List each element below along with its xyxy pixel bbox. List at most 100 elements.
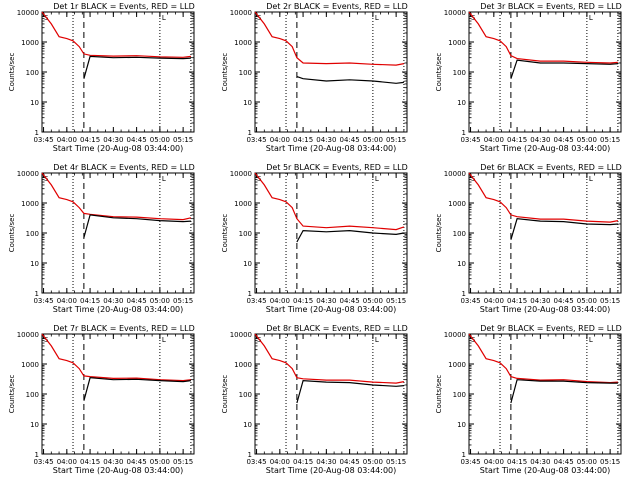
y-axis-label: Counts/sec xyxy=(8,53,16,92)
x-tick-label: 03:45 xyxy=(246,297,266,305)
axes-frame xyxy=(41,333,195,455)
x-tick-label: 04:15 xyxy=(80,297,100,305)
y-tick-label: 10000 xyxy=(17,331,39,339)
axes-frame xyxy=(468,172,622,294)
events-series-line xyxy=(296,229,405,243)
end-marker-glyph: L xyxy=(375,336,379,344)
x-tick-label: 05:15 xyxy=(173,136,193,144)
x-tick-label: 05:15 xyxy=(386,297,406,305)
x-tick-label: 04:00 xyxy=(57,297,77,305)
y-tick-label: 100 xyxy=(453,230,466,238)
end-marker-glyph: L xyxy=(375,175,379,183)
x-tick-label: 04:15 xyxy=(80,458,100,466)
x-tick-label: 03:45 xyxy=(460,136,480,144)
x-tick-label: 04:15 xyxy=(293,458,313,466)
end-marker-glyph: L xyxy=(589,336,593,344)
x-tick-label: 05:00 xyxy=(577,458,597,466)
end-marker-glyph: L xyxy=(589,14,593,22)
x-tick-label: 04:15 xyxy=(507,136,527,144)
x-tick-label: 04:45 xyxy=(127,458,147,466)
x-tick-label: 04:30 xyxy=(103,458,123,466)
x-tick-label: 05:00 xyxy=(150,297,170,305)
x-tick-label: 04:45 xyxy=(127,297,147,305)
x-tick-label: 04:00 xyxy=(484,458,504,466)
axes-frame xyxy=(41,11,195,133)
panel-det-8r: Det 8r BLACK = Events, RED = LLD 1 10 100 10… xyxy=(221,324,408,475)
axes-frame xyxy=(254,11,408,133)
x-tick-label: 04:30 xyxy=(530,136,550,144)
y-axis-label: Counts/sec xyxy=(221,214,229,253)
end-marker-glyph: L xyxy=(162,14,166,22)
y-tick-label: 100 xyxy=(239,391,252,399)
x-tick-label: 04:30 xyxy=(316,458,336,466)
axes-frame xyxy=(254,333,408,455)
x-tick-label: 04:00 xyxy=(57,458,77,466)
y-tick-label: 1000 xyxy=(448,39,466,47)
x-tick-label: 05:15 xyxy=(173,297,193,305)
y-tick-label: 1 xyxy=(462,290,466,298)
y-tick-label: 1000 xyxy=(21,200,39,208)
x-tick-label: 04:45 xyxy=(554,458,574,466)
x-tick-label: 05:00 xyxy=(577,136,597,144)
x-tick-label: 04:30 xyxy=(103,136,123,144)
y-tick-label: 1 xyxy=(248,451,252,459)
panel-det-4r: Det 4r BLACK = Events, RED = LLD 1 10 100 10… xyxy=(8,163,195,314)
x-tick-label: 05:00 xyxy=(150,458,170,466)
y-tick-label: 10000 xyxy=(230,170,252,178)
panel-title: Det 7r BLACK = Events, RED = LLD xyxy=(53,324,195,333)
x-tick-label: 04:30 xyxy=(103,297,123,305)
y-tick-label: 10000 xyxy=(230,331,252,339)
y-tick-label: 10000 xyxy=(444,9,466,17)
x-tick-label: 03:45 xyxy=(246,136,266,144)
y-axis-label: Counts/sec xyxy=(8,375,16,414)
lld-series-line xyxy=(468,333,618,384)
x-tick-label: 04:45 xyxy=(340,297,360,305)
panel-det-9r: Det 9r BLACK = Events, RED = LLD 1 10 100 10… xyxy=(435,324,622,475)
events-series-line xyxy=(296,76,404,84)
x-tick-label: 05:15 xyxy=(173,458,193,466)
x-tick-label: 04:45 xyxy=(554,297,574,305)
y-tick-label: 10000 xyxy=(17,170,39,178)
panel-det-6r: Det 6r BLACK = Events, RED = LLD 1 10 100 10… xyxy=(435,163,622,314)
x-tick-label: 05:15 xyxy=(600,297,620,305)
x-axis-label: Start Time (20-Aug-08 03:44:00) xyxy=(266,144,397,153)
lld-series-line xyxy=(254,333,405,384)
panel-title: Det 1r BLACK = Events, RED = LLD xyxy=(53,2,195,11)
panel-title: Det 5r BLACK = Events, RED = LLD xyxy=(266,163,408,172)
x-tick-label: 04:00 xyxy=(270,136,290,144)
x-tick-label: 04:00 xyxy=(484,136,504,144)
panel-det-1r: Det 1r BLACK = Events, RED = LLD 1 10 100 10… xyxy=(8,2,195,153)
x-tick-label: 04:45 xyxy=(340,458,360,466)
x-tick-label: 03:45 xyxy=(460,297,480,305)
x-tick-label: 04:15 xyxy=(293,136,313,144)
axes-frame xyxy=(254,172,408,294)
x-tick-label: 05:00 xyxy=(363,458,383,466)
y-tick-label: 10 xyxy=(457,99,466,107)
y-tick-label: 10 xyxy=(457,260,466,268)
x-axis-label: Start Time (20-Aug-08 03:44:00) xyxy=(480,305,611,314)
y-tick-label: 10 xyxy=(243,421,252,429)
x-tick-label: 04:15 xyxy=(293,297,313,305)
y-axis-label: Counts/sec xyxy=(221,375,229,414)
y-tick-label: 1000 xyxy=(21,361,39,369)
panel-det-2r: Det 2r BLACK = Events, RED = LLD 1 10 100 10… xyxy=(221,2,408,153)
x-tick-label: 03:45 xyxy=(460,458,480,466)
y-tick-label: 1000 xyxy=(234,39,252,47)
x-tick-label: 04:45 xyxy=(127,136,147,144)
x-axis-label: Start Time (20-Aug-08 03:44:00) xyxy=(266,466,397,475)
y-tick-label: 10000 xyxy=(444,331,466,339)
x-tick-label: 04:30 xyxy=(316,136,336,144)
x-axis-label: Start Time (20-Aug-08 03:44:00) xyxy=(53,305,184,314)
panel-title: Det 3r BLACK = Events, RED = LLD xyxy=(480,2,622,11)
y-axis-label: Counts/sec xyxy=(435,375,443,414)
y-tick-label: 10 xyxy=(30,99,39,107)
y-tick-label: 1000 xyxy=(448,361,466,369)
y-tick-label: 10000 xyxy=(444,170,466,178)
y-tick-label: 1 xyxy=(248,129,252,137)
end-marker-glyph: L xyxy=(162,336,166,344)
x-tick-label: 04:00 xyxy=(484,297,504,305)
x-tick-label: 05:15 xyxy=(600,136,620,144)
y-tick-label: 100 xyxy=(453,69,466,77)
lld-series-line xyxy=(254,11,405,66)
